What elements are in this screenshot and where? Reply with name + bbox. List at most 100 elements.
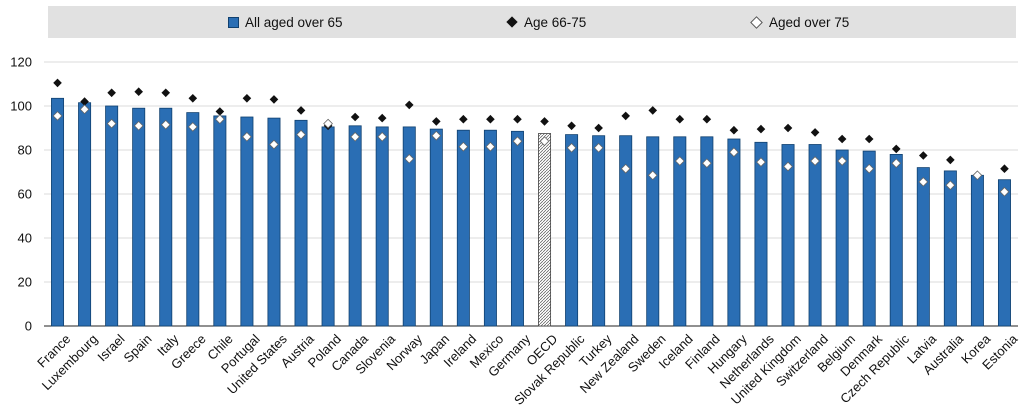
y-tick-label: 120	[10, 55, 32, 70]
age-66-75-marker	[540, 117, 549, 126]
legend-label-age-66-75: Age 66-75	[524, 14, 587, 30]
bar	[105, 105, 119, 327]
age-66-75-marker	[459, 114, 468, 124]
bar	[700, 136, 714, 327]
bar	[132, 107, 146, 327]
aged-over-75-marker	[918, 177, 929, 187]
age-66-75-marker	[702, 114, 712, 124]
aged-over-75-marker	[160, 119, 171, 130]
bar	[321, 126, 335, 327]
age-66-75-marker	[729, 125, 739, 135]
bar	[267, 117, 281, 327]
bar	[78, 102, 92, 327]
y-tick-label: 20	[18, 275, 32, 290]
bar	[727, 138, 741, 327]
y-tick-label: 100	[10, 99, 32, 114]
aged-over-75-marker	[756, 157, 766, 167]
y-tick-label: 0	[25, 319, 32, 334]
bar	[186, 112, 200, 327]
aged-over-75-marker	[296, 129, 306, 140]
bar	[862, 150, 876, 327]
x-tick-label: Spain	[120, 331, 154, 365]
age-66-75-marker	[296, 106, 306, 115]
age-66-75-marker	[432, 117, 441, 126]
age-66-75-marker	[1000, 164, 1009, 173]
legend-item-aged-over-75: Aged over 75	[750, 6, 849, 38]
aged-over-75-marker	[810, 156, 820, 166]
age-66-75-marker	[161, 88, 171, 98]
aged-over-75-marker	[593, 142, 604, 153]
legend-label-all-over-65: All aged over 65	[245, 14, 343, 30]
y-tick-label: 60	[18, 187, 32, 202]
aged-over-75-marker	[783, 161, 793, 172]
age-66-75-marker	[864, 134, 874, 144]
bar	[835, 149, 849, 327]
aged-over-75-marker	[566, 142, 577, 153]
aged-over-75-marker	[701, 158, 712, 169]
aged-over-75-marker	[891, 158, 902, 169]
bar	[429, 128, 443, 327]
age-66-75-marker	[269, 95, 279, 104]
age-66-75-marker	[946, 155, 955, 165]
aged-over-75-marker	[214, 114, 225, 125]
age-66-75-marker	[675, 114, 685, 124]
aged-over-75-marker	[133, 120, 144, 131]
aged-over-75-marker	[512, 136, 523, 147]
age-66-75-marker	[567, 121, 576, 131]
aged-over-75-marker	[674, 156, 685, 166]
aged-over-75-marker	[187, 122, 198, 132]
bar	[565, 134, 579, 327]
aged-over-75-marker	[458, 141, 469, 152]
bar	[673, 136, 687, 327]
aged-over-75-marker	[945, 180, 956, 191]
bar	[943, 170, 957, 327]
bar	[889, 153, 903, 327]
aged-over-75-marker	[864, 163, 875, 174]
legend: All aged over 65 Age 66-75 Aged over 75	[48, 6, 1016, 38]
bar	[619, 135, 633, 327]
age-66-75-marker	[188, 94, 198, 103]
aged-over-75-marker	[269, 139, 279, 150]
aged-over-75-marker	[485, 141, 496, 152]
x-tick-label: Israel	[94, 331, 127, 364]
bar	[997, 179, 1011, 327]
age-66-75-marker	[80, 97, 89, 106]
bar	[213, 115, 227, 327]
bar	[348, 125, 362, 327]
bar	[916, 167, 930, 327]
aged-over-75-marker	[647, 170, 658, 181]
aged-over-75-marker	[729, 147, 739, 158]
bar	[375, 126, 389, 327]
aged-over-75-marker	[106, 118, 117, 129]
bar	[456, 129, 470, 327]
bar	[510, 130, 524, 327]
y-tick-label: 80	[18, 143, 32, 158]
age-66-75-marker	[594, 123, 603, 133]
aged-over-75-marker	[837, 156, 848, 166]
aged-over-75-marker	[323, 118, 333, 129]
aged-over-75-marker	[404, 153, 415, 164]
aged-over-75-marker	[377, 131, 388, 142]
legend-bar-swatch-icon	[228, 16, 239, 28]
age-66-75-marker	[350, 112, 360, 122]
aged-over-75-marker	[242, 131, 252, 142]
bar	[159, 107, 173, 327]
aged-over-75-marker	[972, 170, 983, 181]
age-66-75-marker	[891, 144, 901, 154]
aged-over-75-marker	[431, 130, 442, 141]
age-66-75-marker	[215, 107, 225, 116]
bar	[402, 126, 416, 327]
age-66-75-marker	[919, 151, 928, 160]
bar	[781, 144, 795, 327]
age-66-75-marker	[756, 124, 766, 134]
bar	[294, 119, 308, 327]
bar	[808, 144, 822, 327]
bar	[970, 174, 984, 327]
aged-over-75-marker	[539, 136, 550, 147]
aged-over-75-marker	[620, 163, 631, 174]
age-66-75-marker	[134, 87, 143, 96]
bar	[483, 129, 497, 327]
aged-over-75-marker	[350, 131, 361, 142]
age-66-75-marker	[837, 134, 847, 144]
